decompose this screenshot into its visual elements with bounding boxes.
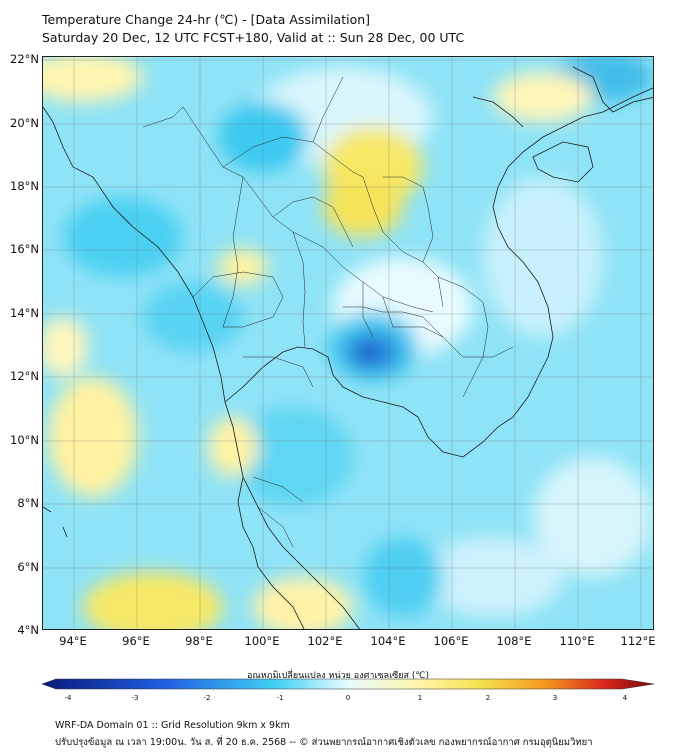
lat-label-12: 12°N: [10, 369, 39, 383]
lat-label-10: 10°N: [10, 433, 39, 447]
lon-label-96: 96°E: [122, 634, 150, 648]
colorbar-tick: -2: [203, 694, 211, 702]
admin-borders: [142, 76, 514, 548]
chart-subtitle: Saturday 20 Dec, 12 UTC FCST+180, Valid …: [42, 30, 465, 45]
colorbar-tick: 3: [552, 694, 558, 702]
footer-credit: ปรับปรุงข้อมูล ณ เวลา 19:00น. วัน ส. ที่…: [55, 737, 593, 748]
colorbar-tick: 0: [345, 694, 351, 702]
lon-label-102: 102°E: [307, 634, 343, 648]
temperature-change-map: [43, 57, 653, 629]
lon-label-104: 104°E: [370, 634, 406, 648]
lat-label-22: 22°N: [10, 52, 39, 66]
lat-label-18: 18°N: [10, 179, 39, 193]
colorbar-tick: -4: [64, 694, 72, 702]
lon-label-106: 106°E: [433, 634, 469, 648]
colorbar-tick: 4: [622, 694, 628, 702]
lon-label-112: 112°E: [620, 634, 656, 648]
lat-label-6: 6°N: [17, 560, 39, 574]
colorbar-title: อุณหภูมิเปลี่ยนแปลง หน่วย องศาเซลเซียส (…: [246, 671, 430, 681]
lat-label-4: 4°N: [17, 623, 39, 637]
lat-label-16: 16°N: [10, 242, 39, 256]
lon-label-98: 98°E: [185, 634, 213, 648]
colorbar-tick: -1: [276, 694, 284, 702]
colorbar-tick: -3: [131, 694, 139, 702]
lat-label-14: 14°N: [10, 306, 39, 320]
chart-title: Temperature Change 24-hr (℃) - [Data Ass…: [42, 12, 371, 27]
footer-model-info: WRF-DA Domain 01 :: Grid Resolution 9km …: [55, 720, 290, 731]
lon-label-110: 110°E: [559, 634, 595, 648]
lat-label-8: 8°N: [17, 496, 39, 510]
lat-label-20: 20°N: [10, 116, 39, 130]
lon-label-100: 100°E: [244, 634, 280, 648]
coastlines: [43, 66, 653, 629]
colorbar-tick: 1: [417, 694, 423, 702]
lon-label-108: 108°E: [496, 634, 532, 648]
lon-label-94: 94°E: [59, 634, 87, 648]
gridlines: [43, 57, 653, 629]
map-panel: [42, 56, 654, 630]
colorbar-tick: 2: [485, 694, 491, 702]
